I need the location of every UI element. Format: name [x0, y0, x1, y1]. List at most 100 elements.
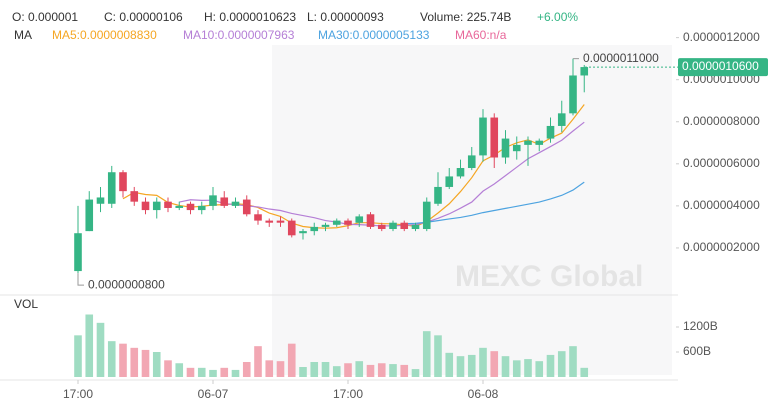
volume-bar [220, 367, 229, 377]
volume-bar [422, 331, 431, 377]
y-tick-label: 0.0000008000 [683, 114, 760, 128]
candle-body [512, 144, 521, 152]
volume-bar [254, 346, 262, 377]
volume-bar [467, 354, 476, 377]
last-price-label: 0.0000010600 [682, 59, 759, 73]
candle-body [389, 222, 397, 230]
volume-bar [186, 367, 195, 377]
volume-bar [175, 363, 184, 377]
candle-body [524, 140, 532, 145]
candle-body [422, 201, 431, 230]
candle-body [434, 186, 442, 204]
candle-body [546, 125, 555, 139]
ohlc-field: O: 0.000001 [12, 10, 78, 24]
candle-body [310, 226, 319, 232]
volume-bar [490, 351, 499, 377]
volume-bar [377, 363, 386, 377]
candle-body [197, 205, 206, 211]
candle-body [242, 199, 251, 215]
volume-bar [242, 362, 251, 377]
volume-bar [299, 367, 307, 377]
volume-bar [96, 322, 105, 377]
candle-body [141, 201, 150, 211]
volume-bar [231, 369, 240, 377]
volume-bar [276, 361, 285, 377]
candle-body [332, 220, 341, 225]
ohlc-field: H: 0.0000010623 [204, 10, 296, 24]
legend-title: MA [14, 28, 32, 42]
candle-body [445, 176, 454, 187]
volume-bar [130, 347, 139, 377]
legend-entry: MA60:n/a [455, 28, 507, 42]
volume-bar [287, 343, 296, 377]
volume-bar [321, 362, 330, 377]
candle-body [96, 197, 105, 204]
volume-bar [141, 349, 150, 377]
candle-body [557, 113, 566, 126]
volume-bar [501, 356, 510, 377]
volume-bar [85, 314, 94, 377]
volume-bar [119, 343, 127, 377]
candle-body [186, 203, 195, 211]
candle-body [479, 117, 487, 156]
volume-bar [164, 360, 172, 377]
candle-body [580, 67, 589, 76]
candle-body [321, 224, 330, 227]
volume-bar [209, 369, 217, 377]
volume-bar [152, 352, 161, 377]
candle-body [467, 155, 476, 169]
volume-bar [569, 346, 577, 377]
candle-body [344, 220, 352, 225]
volume-bar [107, 341, 116, 377]
candle-body [85, 199, 94, 232]
volume-bar [535, 361, 544, 377]
volume-bar [265, 360, 274, 377]
volume-bar [445, 352, 454, 377]
candle-body [220, 197, 229, 206]
candle-body [175, 205, 184, 208]
volume-title: VOL [14, 297, 38, 311]
volume-bar [197, 367, 206, 377]
candle-body [119, 172, 127, 192]
volume-bar [524, 359, 532, 377]
candle-body [377, 224, 386, 230]
x-tick-label: 17:00 [63, 387, 93, 401]
annotation-pointer [77, 273, 84, 286]
candle-body [74, 233, 82, 272]
y-tick-label: 0.0000004000 [683, 198, 760, 212]
ohlc-field: L: 0.00000093 [307, 10, 384, 24]
ma-line [404, 181, 585, 225]
candle-body [299, 231, 307, 234]
candle-body [265, 220, 274, 223]
volume-bar [512, 360, 521, 377]
volume-bar [366, 364, 375, 377]
volume-bar [400, 364, 409, 377]
watermark: MEXC Global [455, 260, 643, 293]
candle-body [400, 222, 409, 230]
volume-bar [411, 369, 420, 377]
candle-body [276, 220, 285, 223]
y-tick-label: 0.0000006000 [683, 156, 760, 170]
volume-bar [580, 367, 589, 377]
candle-body [411, 224, 420, 230]
candle-body [490, 117, 499, 158]
volume-bar [389, 364, 397, 377]
y-tick-label: 0.0000002000 [683, 240, 760, 254]
candle-body [164, 201, 172, 208]
change-percent: +6.00% [537, 10, 578, 24]
last-price-box [678, 58, 768, 77]
volume-bar [344, 363, 352, 377]
x-tick-label: 17:00 [333, 387, 363, 401]
candle-body [209, 195, 217, 206]
volume-bar [546, 354, 555, 377]
legend-entry: MA5:0.0000008830 [52, 28, 157, 42]
legend-entry: MA30:0.0000005133 [318, 28, 430, 42]
annotation: 0.0000000800 [88, 277, 165, 291]
volume-bar [456, 356, 465, 377]
volume-bar [355, 361, 364, 377]
candle-body [152, 201, 161, 211]
candle-body [231, 201, 240, 206]
candle-body [355, 216, 364, 223]
